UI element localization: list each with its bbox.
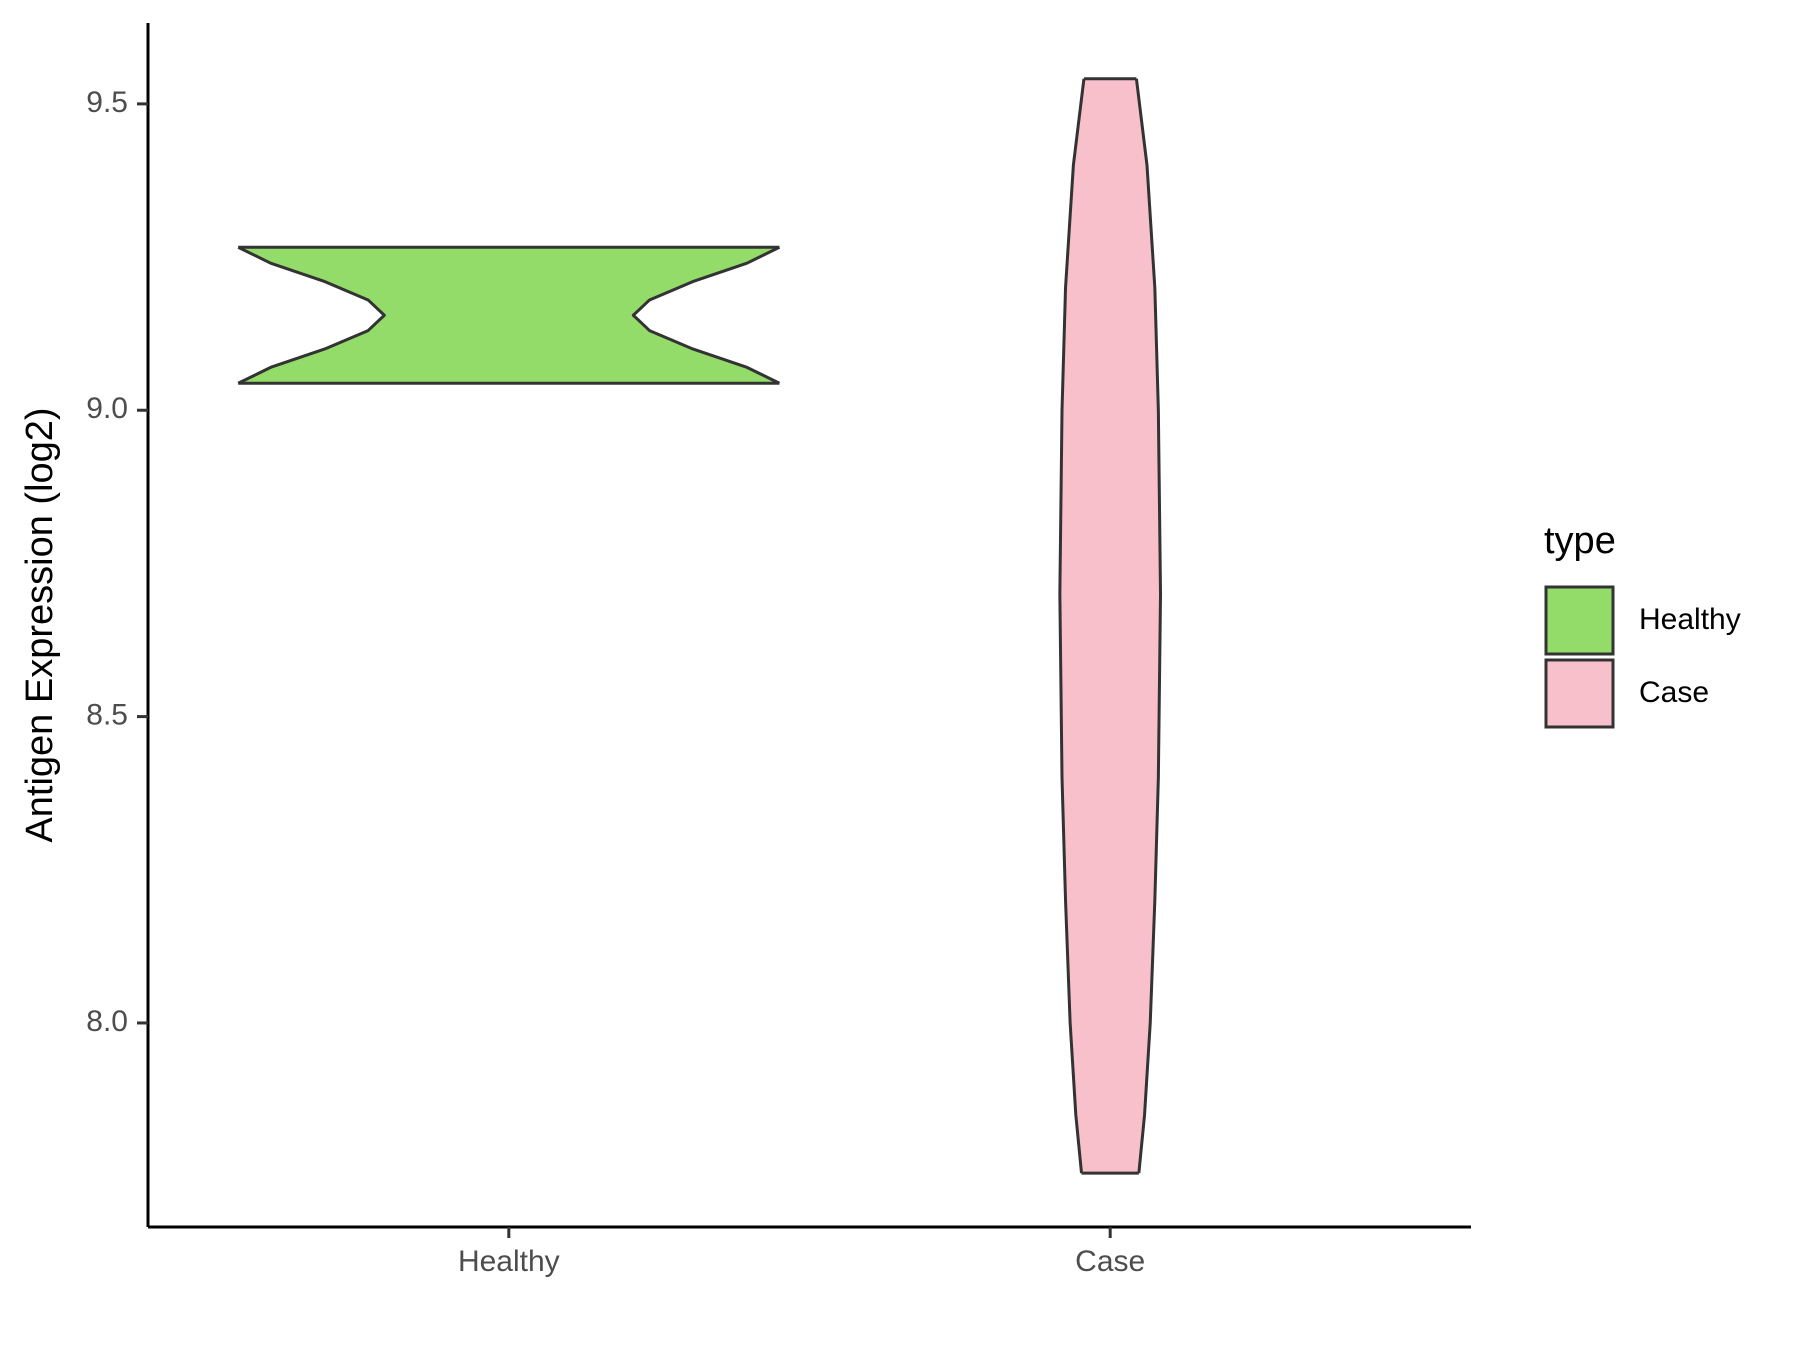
y-tick-label: 9.5 [86, 86, 128, 119]
x-tick-label: Case [1075, 1245, 1145, 1278]
violin-body [1059, 78, 1161, 1174]
y-axis-title: Antigen Expression (log2) [19, 407, 61, 842]
y-tick-label: 9.0 [86, 392, 128, 425]
legend-label: Case [1639, 676, 1709, 709]
x-tick-label: Healthy [458, 1245, 560, 1278]
violin-right-edge [1134, 78, 1163, 1174]
violin-left-edge [237, 245, 386, 385]
y-tick-label: 8.5 [86, 699, 128, 732]
legend-title: type [1544, 520, 1616, 562]
violin-right-edge [631, 245, 781, 385]
legend-key [1544, 658, 1615, 729]
violin-body [238, 247, 780, 384]
legend-key [1544, 585, 1615, 656]
y-tick-label: 8.0 [86, 1005, 128, 1038]
violin-left-edge [1058, 78, 1086, 1174]
legend-label: Healthy [1639, 603, 1741, 636]
